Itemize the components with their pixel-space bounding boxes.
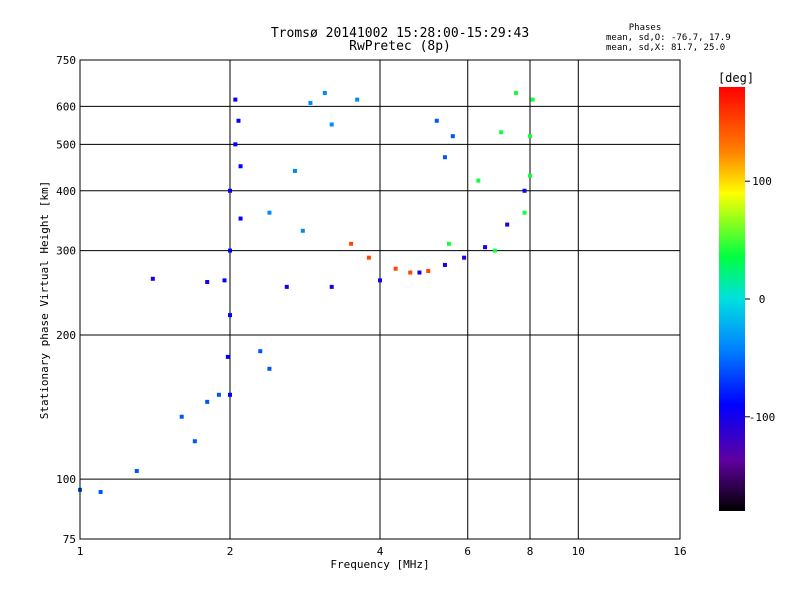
data-point	[366, 255, 371, 260]
data-point	[522, 188, 527, 193]
data-point	[462, 255, 467, 260]
x-tick-label: 2	[227, 545, 234, 558]
colorbar-label: [deg]	[718, 71, 754, 85]
data-point	[476, 178, 481, 183]
data-point	[179, 414, 184, 419]
data-point	[284, 284, 289, 289]
y-tick-label: 300	[56, 245, 76, 258]
y-tick-label: 600	[56, 100, 76, 113]
data-point	[408, 270, 413, 275]
x-tick-label: 1	[77, 545, 84, 558]
data-point	[442, 155, 447, 160]
data-point	[442, 262, 447, 267]
x-axis: 1 2 4 6 8 10 16	[77, 545, 687, 558]
x-tick-label: 4	[377, 545, 384, 558]
plot-frame	[79, 59, 681, 540]
data-point	[150, 276, 155, 281]
data-point	[528, 173, 532, 178]
data-point	[134, 468, 139, 473]
data-point	[492, 248, 497, 253]
x-tick-label: 6	[464, 545, 471, 558]
data-point	[228, 188, 232, 193]
data-point	[528, 134, 532, 139]
colorbar-tick-label: 0	[759, 293, 766, 306]
data-point	[205, 279, 210, 284]
data-point	[238, 216, 243, 221]
data-point	[222, 278, 227, 283]
data-point	[434, 118, 439, 123]
data-point	[225, 354, 230, 359]
chart-subtitle: RwPretec (8p)	[349, 39, 451, 54]
data-point	[349, 241, 354, 246]
x-tick-label: 16	[673, 545, 686, 558]
data-point	[393, 266, 398, 271]
data-point	[192, 439, 197, 444]
x-axis-label: Frequency [MHz]	[330, 558, 429, 571]
y-tick-label: 100	[56, 473, 76, 486]
data-point	[267, 366, 272, 371]
y-tick-label: 500	[56, 138, 76, 151]
colorbar-tick-label: -100	[749, 411, 776, 424]
data-point	[300, 228, 305, 233]
data-point	[446, 241, 451, 246]
data-point	[267, 210, 272, 215]
data-point	[205, 399, 210, 404]
data-point	[236, 118, 241, 123]
data-points	[78, 90, 535, 495]
data-point	[292, 168, 297, 173]
data-point	[258, 349, 263, 354]
grid	[80, 60, 680, 539]
data-point	[505, 222, 510, 227]
colorbar	[719, 87, 745, 511]
chart-title: Tromsø 20141002 15:28:00-15:29:43	[270, 26, 530, 41]
phases-o-stats: mean, sd,O: -76.7, 17.9	[606, 33, 731, 43]
data-point	[329, 284, 334, 289]
x-tick-label: 10	[572, 545, 585, 558]
phases-x-stats: mean, sd,X: 81.7, 25.0	[606, 43, 726, 53]
y-tick-label: 750	[56, 54, 76, 67]
data-point	[322, 90, 327, 95]
y-axis: 75 100 200 300 400 500 600 750	[56, 54, 76, 546]
data-point	[233, 97, 238, 102]
data-point	[233, 142, 238, 147]
data-point	[228, 313, 232, 318]
colorbar-tick-label: 100	[752, 175, 772, 188]
data-point	[98, 490, 103, 495]
data-point	[450, 134, 455, 139]
data-point	[522, 210, 527, 215]
y-tick-label: 400	[56, 185, 76, 198]
y-tick-label: 75	[63, 533, 76, 546]
data-point	[514, 90, 519, 95]
data-point	[355, 97, 360, 102]
data-point	[530, 97, 535, 102]
phases-title: Phases	[628, 23, 662, 33]
data-point	[329, 122, 334, 127]
data-point	[228, 248, 232, 253]
data-point	[483, 245, 488, 250]
data-point	[417, 270, 422, 275]
data-point	[499, 130, 504, 135]
x-tick-label: 8	[527, 545, 534, 558]
y-tick-label: 200	[56, 329, 76, 342]
data-point	[228, 392, 232, 397]
data-point	[426, 268, 431, 273]
y-axis-label: Stationary phase Virtual Height [km]	[38, 181, 51, 419]
colorbar-ticks: 100 0 -100	[745, 175, 775, 424]
data-point	[378, 278, 382, 283]
data-point	[238, 164, 243, 169]
data-point	[216, 392, 221, 397]
data-point	[308, 100, 313, 105]
